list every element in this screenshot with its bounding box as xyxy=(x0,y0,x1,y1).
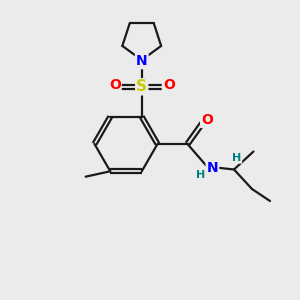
Text: N: N xyxy=(207,161,218,175)
Text: H: H xyxy=(196,170,205,180)
Text: O: O xyxy=(109,78,121,92)
Text: N: N xyxy=(136,54,148,68)
Text: S: S xyxy=(136,79,147,94)
Text: H: H xyxy=(232,153,242,163)
Text: O: O xyxy=(201,113,213,127)
Text: O: O xyxy=(163,78,175,92)
